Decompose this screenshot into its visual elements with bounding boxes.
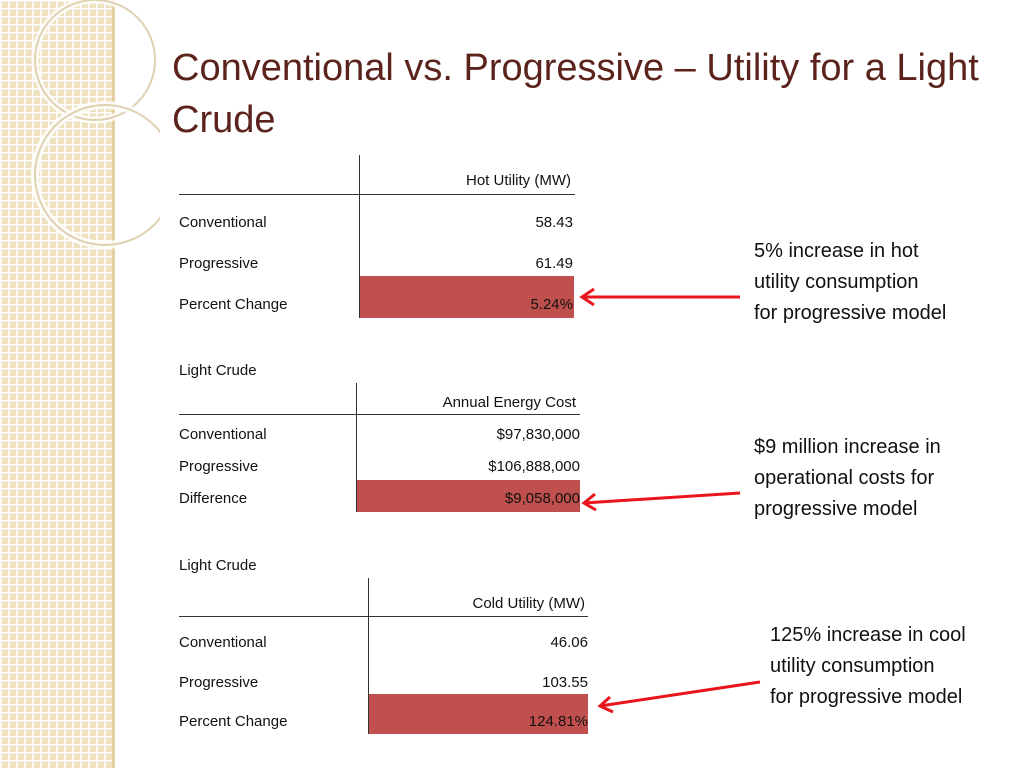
- annotation-line: progressive model: [754, 498, 918, 520]
- decorative-side-edge: [112, 0, 115, 768]
- annotation-hot-utility: 5% increase in hot utility consumption f…: [754, 236, 946, 329]
- arrow-head: [579, 287, 595, 307]
- row-label: Progressive: [179, 458, 259, 475]
- annotation-cold-utility: 125% increase in cool utility consumptio…: [770, 620, 966, 713]
- annotation-line: 125% increase in cool: [770, 624, 966, 646]
- arrow-head: [597, 695, 614, 714]
- header-rule: [179, 414, 580, 415]
- annotation-line: utility consumption: [754, 271, 919, 293]
- cold-utility-table: Cold Utility (MW) Conventional 46.06 Pro…: [179, 578, 591, 736]
- row-label: Difference: [179, 490, 248, 507]
- header-rule: [179, 616, 588, 617]
- arrow-to-energy-cost: [583, 491, 741, 505]
- table-divider: [359, 155, 360, 318]
- annotation-energy-cost: $9 million increase in operational costs…: [754, 432, 941, 525]
- decorative-rings: [31, 0, 160, 249]
- annotation-line: $9 million increase in: [754, 436, 941, 458]
- column-header: Annual Energy Cost: [442, 394, 576, 411]
- annotation-line: for progressive model: [770, 686, 963, 708]
- annotation-line: for progressive model: [754, 302, 947, 324]
- table-divider: [356, 383, 357, 512]
- row-label: Percent Change: [179, 296, 288, 313]
- row-value: 124.81%: [528, 713, 588, 730]
- row-value: 61.49: [535, 255, 573, 272]
- header-rule: [179, 194, 575, 195]
- row-value: 58.43: [535, 214, 573, 231]
- row-value: $106,888,000: [488, 458, 580, 475]
- hot-utility-table: Hot Utility (MW) Conventional 58.43 Prog…: [179, 155, 579, 320]
- row-value: 103.55: [542, 674, 588, 691]
- row-label: Conventional: [179, 426, 267, 443]
- arrow-to-cold-utility: [599, 680, 761, 708]
- row-label: Conventional: [179, 214, 267, 231]
- row-label: Progressive: [179, 674, 259, 691]
- highlight-cell: [357, 480, 580, 512]
- column-header: Hot Utility (MW): [466, 172, 571, 189]
- row-label: Conventional: [179, 634, 267, 651]
- annotation-line: utility consumption: [770, 655, 935, 677]
- annotation-line: 5% increase in hot: [754, 240, 919, 262]
- annotation-line: operational costs for: [754, 467, 935, 489]
- row-value: $9,058,000: [504, 490, 580, 507]
- row-value: 5.24%: [530, 296, 573, 313]
- section-label: Light Crude: [179, 362, 257, 379]
- arrow-head: [581, 492, 597, 512]
- row-label: Progressive: [179, 255, 259, 272]
- highlight-cell: [360, 276, 574, 318]
- row-value: 46.06: [550, 634, 588, 651]
- annual-energy-cost-table: Annual Energy Cost Conventional $97,830,…: [179, 383, 584, 513]
- column-header: Cold Utility (MW): [472, 595, 586, 612]
- highlight-cell: [369, 694, 588, 734]
- slide-title: Conventional vs. Progressive – Utility f…: [172, 47, 979, 141]
- row-value: $97,830,000: [496, 426, 580, 443]
- table-divider: [368, 578, 369, 734]
- row-label: Percent Change: [179, 713, 288, 730]
- section-label: Light Crude: [179, 557, 257, 574]
